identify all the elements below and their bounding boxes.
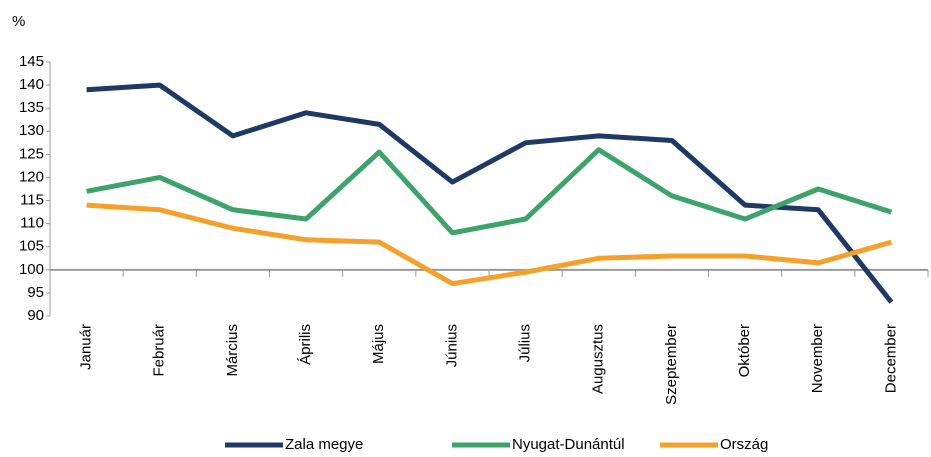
y-tick-label: 110: [20, 215, 44, 232]
legend-label: Nyugat-Dunántúl: [512, 436, 625, 453]
y-tick-label: 115: [20, 192, 44, 209]
y-tick-label: 100: [19, 261, 44, 278]
y-tick-label: 105: [19, 238, 44, 255]
y-unit: %: [12, 13, 25, 30]
x-tick-label: November: [809, 324, 826, 393]
x-tick-label: Április: [297, 324, 314, 365]
x-tick-label: Május: [370, 324, 387, 364]
series-line: [86, 147, 893, 236]
x-tick-label: Március: [224, 324, 241, 377]
series-line: [86, 202, 893, 287]
x-tick-label: Október: [736, 324, 753, 377]
x-tick-label: Február: [151, 324, 168, 377]
y-tick-label: 90: [27, 307, 44, 324]
y-tick-label: 125: [19, 145, 44, 162]
x-tick-label: Június: [443, 324, 460, 367]
series-line: [86, 82, 894, 304]
x-tick-label: Január: [78, 324, 95, 370]
y-tick-label: 135: [19, 99, 44, 116]
y-tick-label: 140: [19, 76, 44, 93]
y-tick-label: 120: [19, 168, 44, 185]
legend-label: Zala megye: [285, 436, 363, 453]
y-tick-label: 95: [27, 284, 44, 301]
y-tick-label: 130: [19, 122, 44, 139]
x-tick-label: December: [882, 324, 899, 393]
x-tick-label: Augusztus: [590, 324, 607, 394]
y-tick-label: 145: [19, 53, 44, 70]
legend-label: Ország: [720, 436, 768, 453]
x-tick-label: Július: [517, 324, 534, 362]
x-tick-label: Szeptember: [663, 324, 680, 405]
